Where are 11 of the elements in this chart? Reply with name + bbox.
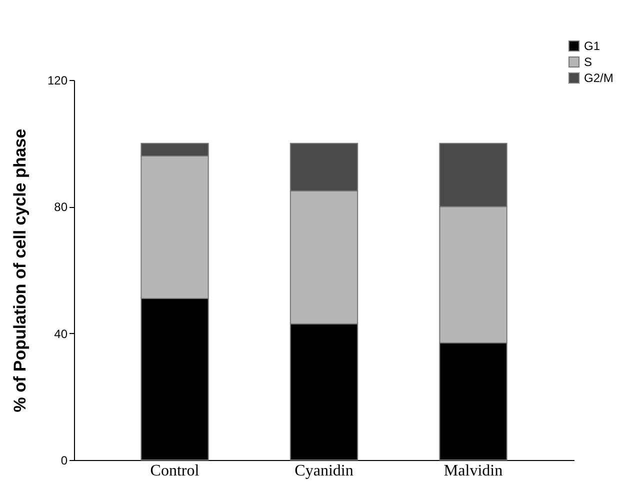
legend-label: G1 xyxy=(584,39,600,53)
y-tick-label: 80 xyxy=(54,200,68,214)
y-axis-title: % of Population of cell cycle phase xyxy=(10,128,30,412)
y-tick-label: 120 xyxy=(47,74,68,88)
legend-label: S xyxy=(584,55,592,69)
x-tick-label: Control xyxy=(150,462,200,480)
x-tick-label: Malvidin xyxy=(444,462,503,480)
legend-label: G2/M xyxy=(584,71,614,85)
y-tick-label: 40 xyxy=(54,326,68,341)
y-tick-label: 0 xyxy=(60,454,68,468)
x-tick-label: Cyanidin xyxy=(294,462,354,480)
